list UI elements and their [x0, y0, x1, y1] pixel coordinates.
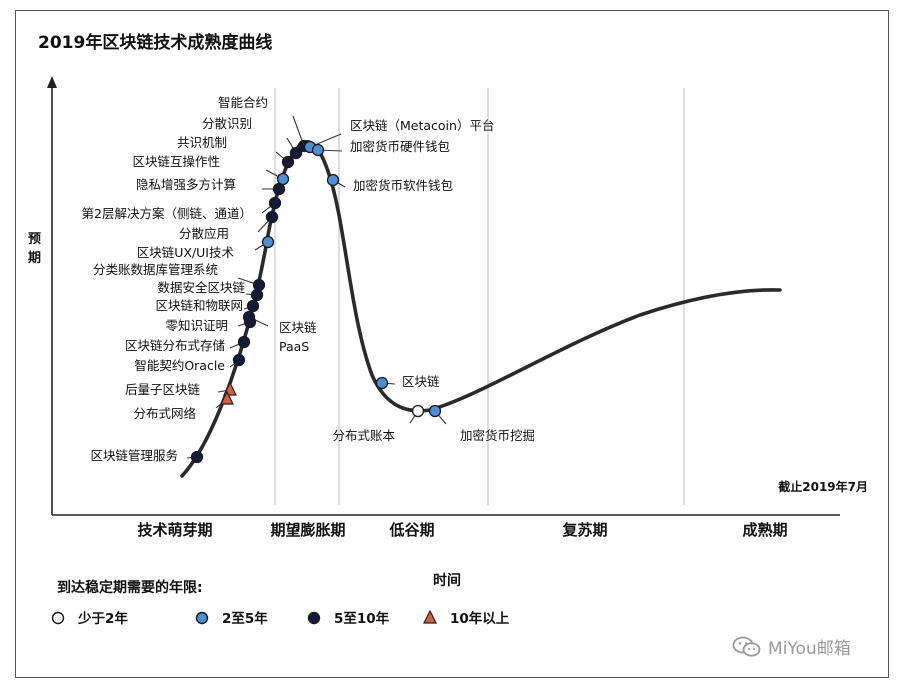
data-point-label: 分类账数据库管理系统: [93, 262, 218, 277]
data-point-marker: [272, 182, 286, 196]
data-point-label: 区块链和物联网: [155, 298, 243, 313]
watermark: MiYou邮箱: [732, 634, 851, 659]
data-point-label: 区块链: [279, 320, 317, 335]
data-point-marker: [326, 173, 340, 187]
data-point-label: 加密货币挖掘: [460, 428, 535, 443]
data-point-marker: [289, 146, 303, 160]
legend-label: 5至10年: [334, 610, 390, 627]
chart-title: 2019年区块链技术成熟度曲线: [38, 32, 272, 53]
data-point-label: 分布式账本: [332, 428, 395, 443]
data-point-marker: [252, 278, 266, 292]
data-point-label: 隐私增强多方计算: [136, 177, 236, 192]
data-point-marker: [261, 235, 275, 249]
data-point-marker: [190, 450, 204, 464]
legend-label: 10年以上: [450, 610, 510, 627]
watermark-text: MiYou邮箱: [768, 639, 851, 659]
data-point-labels: 智能合约分散识别共识机制区块链互操作性隐私增强多方计算第2层解决方案（侧链、通道…: [82, 95, 535, 463]
data-point-markers: [190, 139, 442, 464]
data-point-label: 加密货币硬件钱包: [350, 139, 450, 154]
data-point-marker: [428, 404, 442, 418]
data-point-marker: [237, 335, 251, 349]
phase-label-plateau: 成熟期: [742, 521, 787, 539]
data-point-marker: [265, 210, 279, 224]
data-point-marker: [246, 299, 260, 313]
x-axis-label: 时间: [433, 572, 461, 589]
data-point-label: 智能合约: [218, 95, 268, 110]
data-point-marker: [311, 143, 325, 157]
data-point-marker: [220, 390, 234, 405]
legend-label: 少于2年: [77, 610, 128, 627]
legend-marker: [51, 611, 65, 625]
data-point-label: 区块链（Metacoin）平台: [350, 118, 494, 133]
data-point-label: 共识机制: [177, 135, 227, 150]
data-point-label: 分散识别: [202, 116, 252, 131]
data-point-label: 后量子区块链: [125, 382, 201, 397]
phase-label-peak: 期望膨胀期: [270, 521, 345, 539]
legend-title: 到达稳定期需要的年限:: [57, 579, 203, 596]
data-point-label: 区块链UX/UI技术: [137, 245, 235, 260]
data-point-marker: [281, 155, 295, 169]
data-point-label: 分散应用: [179, 226, 229, 241]
legend-marker: [195, 611, 209, 625]
data-point-marker: [250, 288, 264, 302]
legend-marker: [423, 609, 437, 624]
data-point-marker: [375, 376, 389, 390]
data-point-marker: [232, 353, 246, 367]
phase-label-trough: 低谷期: [388, 521, 434, 539]
hype-curve: [180, 140, 782, 478]
phase-label-slope: 复苏期: [561, 521, 607, 539]
legend-label: 2至5年: [222, 610, 268, 627]
legend-marker: [307, 611, 321, 625]
data-point-label: 区块链分布式存储: [125, 338, 225, 353]
data-point-label: 加密货币软件钱包: [353, 178, 453, 193]
data-point-label: 区块链互操作性: [132, 154, 220, 169]
data-point-label: PaaS: [279, 339, 309, 354]
data-point-marker: [242, 310, 256, 324]
data-point-marker: [268, 196, 282, 210]
phase-label-innovation: 技术萌芽期: [137, 521, 212, 539]
data-point-label: 分布式网络: [133, 406, 196, 421]
legend: 少于2年 2至5年 5至10年 10年以上: [51, 609, 510, 627]
data-point-label: 数据安全区块链: [157, 280, 245, 295]
y-axis-arrow: [47, 76, 57, 88]
date-note: 截止2019年7月: [778, 479, 868, 494]
data-point-marker: [276, 172, 290, 186]
data-point-marker: [411, 404, 425, 418]
data-point-label: 智能契约Oracle: [134, 358, 225, 373]
data-point-label: 区块链: [402, 374, 440, 389]
chart-frame: [15, 10, 889, 678]
wechat-icon: [732, 636, 761, 657]
data-point-label: 第2层解决方案（侧链、通道）: [82, 206, 252, 221]
y-axis-label-char-1: 预: [28, 232, 41, 247]
data-point-label: 区块链管理服务: [90, 448, 178, 463]
data-point-label: 零知识证明: [165, 318, 228, 333]
y-axis-label-char-2: 期: [28, 251, 41, 266]
